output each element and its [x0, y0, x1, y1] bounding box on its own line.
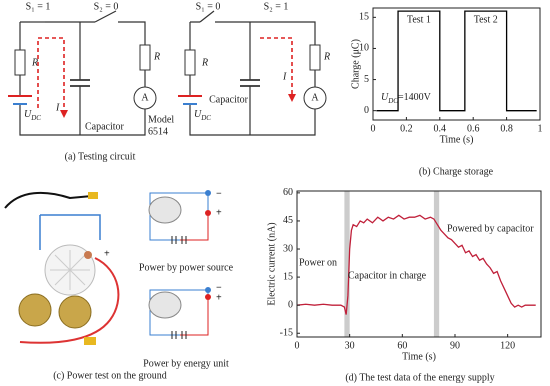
wire [37, 37, 65, 112]
wire [240, 79, 260, 87]
wire [94, 10, 117, 23]
data-line [296, 214, 536, 315]
annotation: Powered by capacitor [447, 223, 534, 234]
resistor [309, 44, 321, 71]
annotation: Test 2 [474, 14, 498, 25]
x-tick-label: 0 [371, 123, 376, 134]
annotation: Capacitor in charge [348, 270, 427, 281]
ammeter [303, 86, 327, 110]
sign-label: + [216, 292, 222, 303]
sign-label: + [104, 248, 110, 259]
x-tick-label: 0.6 [467, 123, 480, 134]
y-tick-label: 10 [359, 43, 369, 54]
caption: (c) Power test on the ground [53, 370, 167, 381]
highlight-span [433, 191, 440, 337]
resistor [184, 49, 196, 76]
source-label: UDC [194, 109, 211, 121]
note-sub: DC [387, 97, 398, 105]
y-tick-label: 45 [283, 215, 293, 226]
current-label: I [55, 102, 60, 113]
annotation: Test 1 [407, 14, 431, 25]
arrowhead [288, 94, 296, 102]
ammeter-label: A [141, 92, 149, 103]
caption: (d) The test data of the energy supply [345, 372, 494, 383]
wire [199, 10, 215, 23]
y-tick-label: 15 [359, 12, 369, 23]
sign-label: + [216, 207, 222, 218]
x-tick-label: 60 [397, 340, 407, 351]
model-label: Model [148, 114, 174, 125]
sign-label: − [216, 188, 222, 199]
x-tick-label: 0.2 [400, 123, 413, 134]
y-tick-label: 0 [288, 299, 293, 310]
wire [19, 21, 146, 136]
resistor [139, 44, 151, 71]
source-label-main: U [194, 109, 202, 120]
source-label-sub: DC [30, 114, 41, 122]
annotation: Power on [299, 257, 337, 268]
x-tick-label: 0.8 [500, 123, 513, 134]
wire [260, 37, 293, 96]
axes-frame [296, 190, 542, 338]
highlight-span [344, 191, 350, 337]
switch-label: S₁ = 1 [26, 1, 51, 12]
resistor [14, 49, 26, 76]
capacitor-label: Capacitor [85, 121, 125, 132]
switch-label: S₁ = 0 [196, 1, 221, 12]
capacitor-label: Capacitor [209, 94, 249, 105]
x-tick-label: 1 [538, 123, 543, 134]
x-axis-label: Time (s) [402, 351, 436, 362]
source-label: UDC [24, 109, 41, 121]
switch-label: S₂ = 0 [94, 1, 119, 12]
resistor-label: R [323, 51, 330, 62]
y-tick-label: 60 [283, 187, 293, 198]
photo [4, 190, 211, 345]
data-line [376, 10, 537, 112]
note-main: U [381, 92, 389, 103]
arrowhead [60, 110, 68, 118]
note-rest: =1400V [398, 92, 432, 103]
ammeter [133, 86, 157, 110]
x-tick-label: 30 [345, 340, 355, 351]
wire [70, 79, 90, 87]
y-tick-label: 0 [364, 105, 369, 116]
axes-frame [372, 7, 541, 121]
photo-label: Power by power source [139, 262, 234, 273]
source-label-sub: DC [200, 114, 211, 122]
switch-label: S₂ = 1 [264, 1, 289, 12]
caption: (b) Charge storage [419, 166, 494, 177]
photo-label: Power by energy unit [143, 358, 229, 369]
y-axis-label: Charge (μC) [350, 39, 361, 89]
model-label: 6514 [148, 126, 168, 137]
resistor-label: R [31, 57, 38, 68]
y-axis-label: Electric current (nA) [266, 222, 277, 305]
wire [189, 21, 316, 136]
y-tick-label: -15 [280, 328, 293, 339]
sign-label: − [216, 282, 222, 293]
resistor-label: R [201, 57, 208, 68]
x-tick-label: 90 [450, 340, 460, 351]
note: UDC=1400V [381, 92, 432, 104]
caption: (a) Testing circuit [65, 151, 136, 162]
current-label: I [282, 71, 287, 82]
x-tick-label: 0 [295, 340, 300, 351]
y-tick-label: 15 [283, 271, 293, 282]
y-tick-label: 5 [364, 74, 369, 85]
ammeter-label: A [311, 92, 319, 103]
y-tick-label: 30 [283, 243, 293, 254]
resistor-label: R [153, 51, 160, 62]
x-tick-label: 120 [500, 340, 515, 351]
x-tick-label: 0.4 [434, 123, 447, 134]
x-axis-label: Time (s) [440, 134, 474, 145]
source-label-main: U [24, 109, 32, 120]
